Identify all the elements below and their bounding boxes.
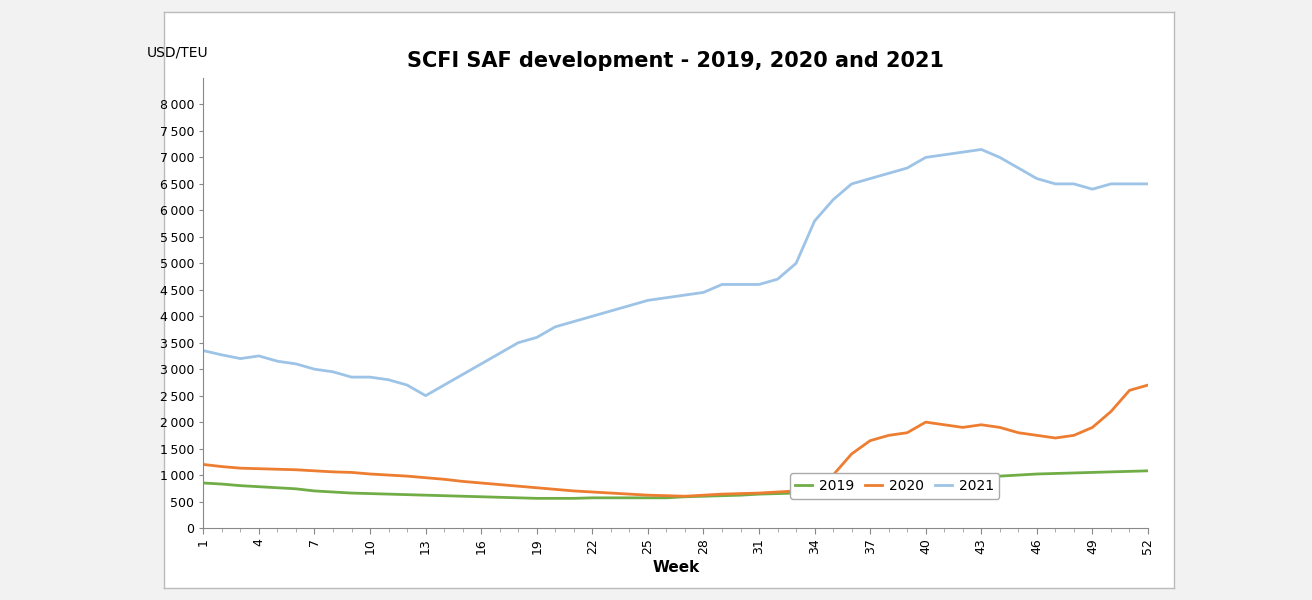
2021: [974, 146, 989, 153]
2021: [195, 347, 211, 354]
2020: [529, 484, 544, 491]
2020: [1085, 424, 1101, 431]
Line: 2019: 2019: [203, 471, 1148, 499]
Line: 2021: 2021: [203, 149, 1148, 395]
2020: [640, 491, 656, 499]
2019: [789, 490, 804, 497]
2021: [269, 358, 285, 365]
Line: 2020: 2020: [203, 385, 1148, 496]
2019: [1140, 467, 1156, 475]
2020: [1140, 382, 1156, 389]
2020: [195, 461, 211, 468]
2019: [529, 495, 544, 502]
2020: [789, 487, 804, 494]
2021: [714, 281, 729, 288]
2019: [825, 487, 841, 494]
2020: [677, 493, 693, 500]
2019: [195, 479, 211, 487]
2021: [547, 323, 563, 331]
Text: USD/TEU: USD/TEU: [147, 46, 209, 60]
2020: [825, 472, 841, 479]
2021: [1140, 180, 1156, 187]
2019: [269, 484, 285, 491]
2019: [547, 495, 563, 502]
2019: [1085, 469, 1101, 476]
2020: [269, 466, 285, 473]
2019: [659, 494, 674, 502]
2021: [825, 196, 841, 203]
Legend: 2019, 2020, 2021: 2019, 2020, 2021: [790, 473, 1000, 499]
2021: [789, 260, 804, 267]
Title: SCFI SAF development - 2019, 2020 and 2021: SCFI SAF development - 2019, 2020 and 20…: [407, 51, 945, 71]
2021: [417, 392, 433, 399]
X-axis label: Week: Week: [652, 560, 699, 575]
2021: [659, 294, 674, 301]
